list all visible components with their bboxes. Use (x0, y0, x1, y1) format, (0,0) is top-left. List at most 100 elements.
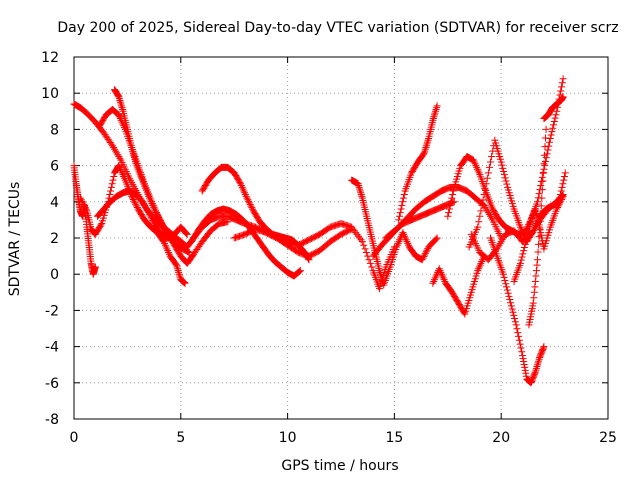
data-point (356, 234, 364, 242)
y-tick-label: -4 (45, 340, 59, 356)
data-point (164, 247, 172, 255)
data-point (560, 172, 568, 180)
data-point (155, 214, 163, 222)
data-point (517, 344, 525, 352)
data-point (160, 238, 168, 246)
data-point (120, 172, 128, 180)
data-point (544, 146, 552, 154)
data-point (471, 160, 479, 168)
data-point (244, 196, 252, 204)
data-point (116, 113, 124, 121)
data-point (539, 168, 547, 176)
data-point (503, 283, 511, 291)
data-point (535, 240, 543, 248)
data-point (304, 254, 312, 262)
data-point (241, 189, 249, 197)
data-point (477, 207, 485, 215)
data-point (520, 247, 528, 255)
data-point (445, 209, 453, 217)
data-point (182, 229, 190, 237)
data-point (478, 258, 486, 266)
data-point (242, 192, 250, 200)
data-point (540, 151, 548, 159)
data-point (474, 223, 482, 231)
data-point (515, 332, 523, 340)
data-point (550, 121, 558, 129)
data-point (558, 192, 566, 200)
data-point (534, 359, 542, 367)
data-point (397, 205, 405, 213)
data-point (154, 212, 162, 220)
data-point (519, 250, 527, 258)
data-point (553, 205, 561, 213)
data-point (237, 180, 245, 188)
data-point (515, 336, 523, 344)
data-point (246, 201, 254, 209)
data-point (185, 248, 193, 256)
data-point (522, 369, 530, 377)
data-point (559, 93, 567, 101)
data-point (161, 239, 169, 247)
data-point (131, 199, 139, 207)
data-point (531, 223, 539, 231)
data-point (365, 256, 373, 264)
data-point (558, 191, 566, 199)
data-point (532, 366, 540, 374)
data-point (110, 144, 118, 151)
data-point (162, 243, 170, 251)
data-point (395, 212, 403, 220)
data-point (547, 131, 555, 139)
data-point (432, 107, 440, 115)
data-point (440, 276, 448, 284)
data-point (519, 355, 527, 363)
data-point (432, 272, 440, 280)
data-point (393, 241, 401, 249)
data-point (537, 202, 545, 210)
data-point (108, 142, 116, 150)
data-point (498, 236, 506, 244)
data-point (393, 243, 401, 251)
data-point (470, 158, 478, 166)
data-point (511, 318, 519, 326)
y-tick-labels: -8 -6 -4 -2 0 2 4 6 8 10 12 (41, 50, 59, 428)
data-point (500, 167, 508, 175)
data-point (495, 241, 503, 249)
data-point (149, 217, 157, 225)
data-point (395, 216, 403, 224)
data-point (129, 196, 137, 204)
data-point (431, 274, 439, 282)
data-point (148, 200, 156, 208)
data-point (116, 98, 124, 106)
data-point (424, 136, 432, 144)
data-point (296, 267, 304, 275)
data-point (107, 187, 115, 195)
data-point (518, 253, 526, 261)
data-point (419, 254, 427, 262)
data-point (507, 302, 515, 310)
x-tick-label: 15 (385, 430, 403, 446)
data-point (559, 75, 567, 83)
data-point (501, 277, 509, 285)
data-point (476, 261, 484, 269)
data-point (114, 91, 122, 99)
data-point (401, 234, 409, 242)
data-point (560, 176, 568, 184)
data-point (548, 128, 556, 136)
data-point (518, 227, 526, 235)
data-point (145, 209, 153, 217)
data-point (404, 239, 412, 247)
data-point (429, 115, 437, 123)
data-point (516, 223, 524, 231)
data-point (532, 221, 540, 229)
data-point (502, 177, 510, 185)
data-point (558, 83, 566, 91)
data-point (165, 250, 173, 258)
y-tick-label: 2 (50, 231, 59, 247)
data-point (150, 203, 158, 211)
data-point (500, 273, 508, 281)
data-point (509, 308, 517, 316)
data-point (174, 267, 182, 275)
data-point (550, 117, 558, 125)
data-point (510, 311, 518, 319)
data-point (112, 147, 120, 155)
